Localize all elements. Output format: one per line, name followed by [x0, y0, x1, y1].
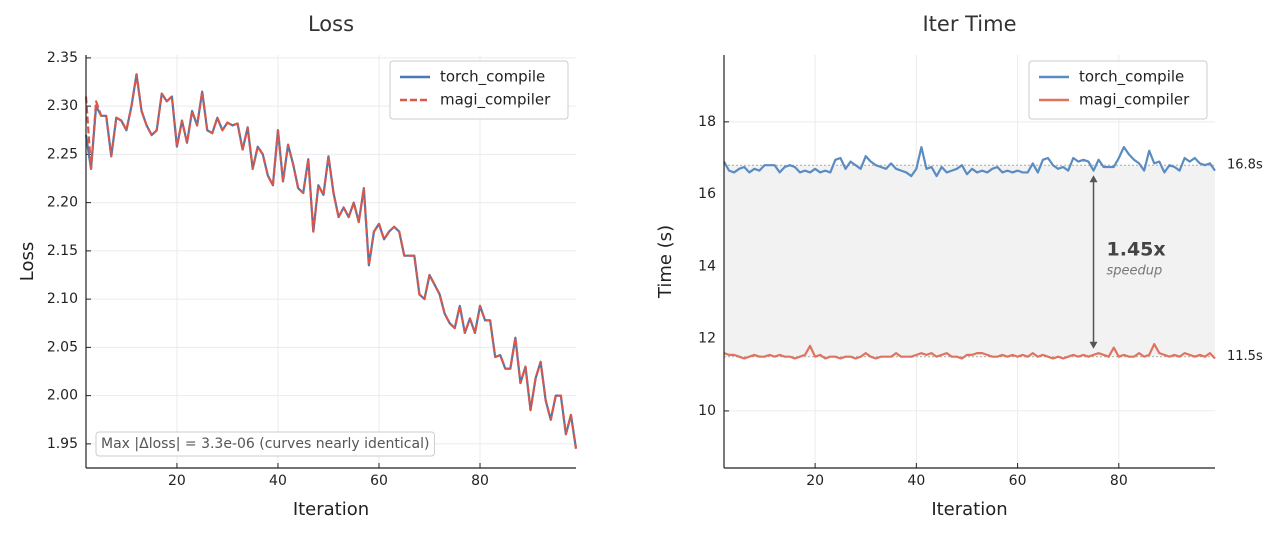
speedup-caption: speedup: [1107, 263, 1163, 278]
y-tick-label: 1.95: [47, 436, 78, 452]
arrow-head: [1089, 341, 1098, 349]
y-tick-label: 2.05: [47, 339, 78, 355]
note-frame: [95, 431, 435, 457]
y-tick-label: 2.10: [47, 291, 78, 307]
series-line: [84, 73, 578, 449]
y-tick-label: 10: [698, 403, 716, 419]
x-axis-label: Iteration: [293, 499, 369, 520]
note-text: Max |Δloss| = 3.3e-06 (curves nearly ide…: [101, 436, 429, 452]
legend-label: magi_compiler: [440, 91, 551, 110]
x-tick-label: 60: [370, 473, 388, 489]
x-tick-label: 20: [168, 473, 186, 489]
legend-frame: [1028, 60, 1208, 120]
x-tick-label: 20: [806, 473, 824, 489]
y-tick-label: 12: [698, 331, 716, 347]
chart-title: Iter Time: [922, 12, 1016, 36]
y-tick-label: 2.30: [47, 98, 78, 114]
legend-frame: [389, 60, 569, 120]
shaded-gap: [724, 165, 1215, 357]
mean-label: 11.5s: [1227, 349, 1263, 364]
x-tick-label: 40: [907, 473, 925, 489]
series-line: [723, 342, 1216, 360]
x-tick-label: 60: [1009, 473, 1027, 489]
x-tick-label: 80: [471, 473, 489, 489]
x-axis-label: Iteration: [931, 499, 1007, 520]
legend-label: torch_compile: [1079, 68, 1184, 87]
chart-title: Loss: [308, 12, 354, 36]
y-tick-label: 16: [698, 186, 716, 202]
y-tick-label: 2.20: [47, 195, 78, 211]
legend-label: magi_compiler: [1079, 91, 1190, 110]
mean-label: 16.8s: [1227, 158, 1263, 173]
y-tick-label: 2.15: [47, 243, 78, 259]
note-box: Max |Δloss| = 3.3e-06 (curves nearly ide…: [95, 431, 435, 457]
y-tick-label: 2.35: [47, 50, 78, 66]
y-axis-label: Loss: [17, 242, 38, 281]
x-tick-label: 80: [1110, 473, 1128, 489]
y-tick-label: 18: [698, 114, 716, 130]
series-line: [723, 146, 1216, 178]
y-tick-label: 2.00: [47, 388, 78, 404]
arrow-head: [1089, 175, 1098, 183]
legend-label: torch_compile: [440, 68, 545, 87]
y-tick-label: 2.25: [47, 146, 78, 162]
speedup-value: 1.45x: [1107, 238, 1166, 260]
y-tick-label: 14: [698, 258, 716, 274]
x-tick-label: 40: [269, 473, 287, 489]
y-axis-label: Time (s): [655, 225, 676, 299]
